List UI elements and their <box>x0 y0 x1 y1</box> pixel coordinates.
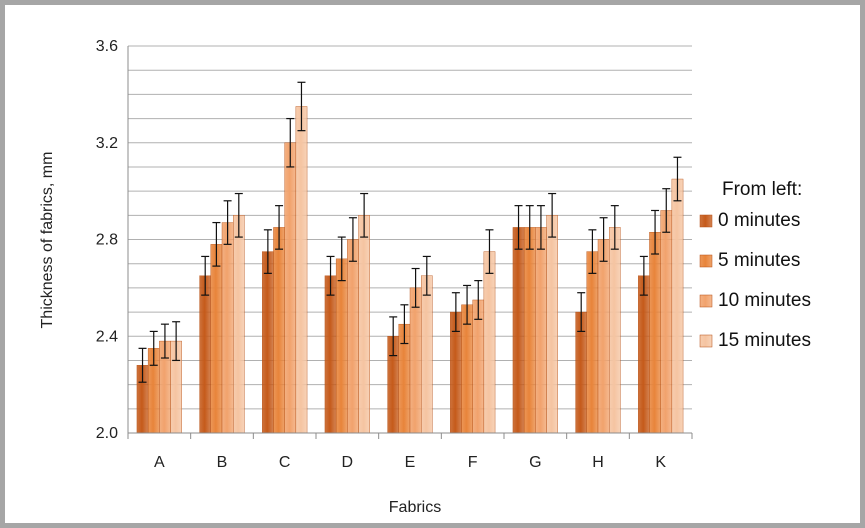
x-axis-title: Fabrics <box>389 499 441 516</box>
bar <box>421 275 433 434</box>
legend-title: From left: <box>722 179 802 200</box>
legend-label: 0 minutes <box>718 210 800 231</box>
bar <box>324 275 337 434</box>
bar <box>649 232 661 434</box>
bar <box>210 244 223 434</box>
bar <box>409 287 422 434</box>
bar <box>284 142 297 434</box>
bar <box>273 227 285 434</box>
bar <box>335 258 348 434</box>
legend-swatch <box>699 214 713 228</box>
bar <box>597 239 610 434</box>
x-tick-label: A <box>154 454 165 471</box>
bar <box>483 251 496 434</box>
y-axis-title: Thickness of fabrics, mm <box>39 152 56 329</box>
bar <box>512 227 525 434</box>
bar <box>232 215 245 434</box>
axes: 2.0 2.4 2.8 3.2 3.6 A B C D E F G H K <box>96 38 693 471</box>
x-tick-label: G <box>529 454 541 471</box>
x-tick-label: C <box>279 454 291 471</box>
legend-swatch <box>699 334 713 348</box>
bar <box>586 251 599 434</box>
x-tick-label: B <box>217 454 228 471</box>
y-tick-label: 2.4 <box>96 328 118 345</box>
legend-swatch <box>699 294 713 308</box>
bar <box>671 178 684 434</box>
x-tick-label: F <box>468 454 478 471</box>
bar <box>262 251 274 434</box>
legend-label: 10 minutes <box>718 290 811 311</box>
x-tick-label: D <box>342 454 354 471</box>
y-tick-label: 3.6 <box>96 38 118 55</box>
bar <box>358 215 370 434</box>
bar <box>221 222 234 434</box>
bar <box>295 106 308 434</box>
bar <box>638 275 650 434</box>
bar <box>535 227 547 434</box>
error-bars <box>138 81 682 383</box>
bar <box>347 239 359 434</box>
bar <box>609 227 621 434</box>
y-tick-label: 2.8 <box>96 232 118 249</box>
x-tick-label: E <box>405 454 416 471</box>
bar <box>472 299 485 434</box>
bars <box>136 106 684 434</box>
bar <box>199 275 212 434</box>
legend-swatch <box>699 254 713 268</box>
x-tick-label: H <box>592 454 604 471</box>
bar <box>660 210 673 434</box>
x-tick-label: K <box>655 454 666 471</box>
y-tick-label: 3.2 <box>96 135 118 152</box>
bar <box>546 215 558 434</box>
legend-label: 15 minutes <box>718 330 811 351</box>
legend-label: 5 minutes <box>718 250 800 271</box>
legend: From left: 0 minutes 5 minutes 10 minutes 1… <box>699 179 811 351</box>
y-tick-label: 2.0 <box>96 425 118 442</box>
bar <box>523 227 536 434</box>
